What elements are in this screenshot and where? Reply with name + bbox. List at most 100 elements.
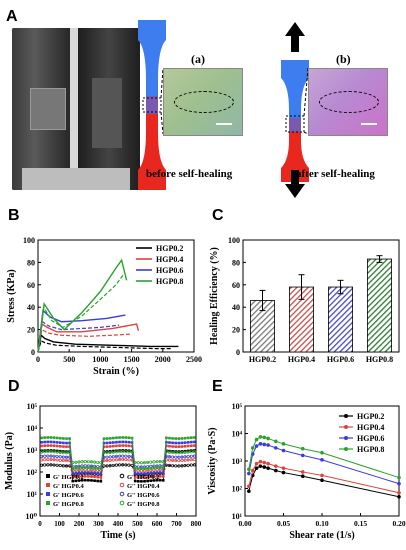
- data-point: [49, 440, 53, 444]
- legend-label: G' HGP0.2: [53, 474, 84, 481]
- data-point: [177, 437, 181, 440]
- caption-before: before self-healing: [146, 168, 233, 180]
- y-tick-label: 10⁵: [27, 402, 38, 411]
- data-point: [266, 436, 270, 441]
- x-tick-label: 800: [191, 520, 202, 528]
- data-point: [250, 446, 255, 450]
- data-point: [152, 479, 156, 482]
- data-point: [161, 475, 165, 478]
- y-tick-label: 10⁴: [27, 424, 38, 433]
- data-point: [90, 475, 93, 478]
- data-point: [136, 467, 140, 470]
- panel-label-c: C: [212, 207, 224, 224]
- data-point: [143, 472, 146, 475]
- data-point: [192, 450, 196, 454]
- data-point: [193, 436, 196, 439]
- data-point: [58, 450, 62, 454]
- data-point: [80, 466, 84, 469]
- data-point: [62, 437, 65, 440]
- data-point: [99, 479, 103, 483]
- data-point: [127, 436, 131, 440]
- data-point: [262, 465, 267, 469]
- data-point: [55, 458, 59, 462]
- data-point: [171, 464, 175, 468]
- data-point: [124, 444, 128, 447]
- data-point: [177, 455, 181, 459]
- data-point: [266, 461, 270, 466]
- data-point: [55, 450, 59, 454]
- data-point: [74, 479, 78, 483]
- data-point: [174, 455, 178, 459]
- legend-label: G'' HGP0.4: [127, 483, 160, 490]
- panel-label-a: A: [6, 8, 18, 25]
- y-tick-label: 10²: [27, 468, 38, 477]
- data-point: [58, 458, 62, 462]
- legend-marker: [119, 482, 125, 488]
- data-point: [300, 453, 305, 458]
- data-point: [87, 478, 90, 482]
- data-point: [115, 440, 118, 444]
- legend-label: HGP0.6: [357, 434, 384, 443]
- data-point: [64, 464, 69, 468]
- data-point: [168, 436, 171, 440]
- data-point: [136, 479, 140, 483]
- data-point: [49, 463, 53, 467]
- data-point: [40, 450, 44, 454]
- label-a: (a): [191, 52, 205, 66]
- data-point: [93, 466, 96, 470]
- x-tick-label: 700: [171, 520, 182, 528]
- y-axis-label: Healing Efficiency (%): [209, 247, 220, 345]
- data-point: [397, 494, 401, 499]
- x-tick-label: HGP0.6: [327, 355, 354, 364]
- x-tick-label: 500: [132, 520, 143, 528]
- x-tick-label: 300: [93, 520, 104, 528]
- data-point: [124, 436, 128, 439]
- data-point: [143, 479, 146, 483]
- data-point: [171, 441, 174, 445]
- data-point: [105, 441, 109, 445]
- data-point: [52, 444, 56, 448]
- y-tick-label: 10⁴: [232, 430, 243, 439]
- data-point: [71, 472, 75, 475]
- data-point: [99, 461, 103, 465]
- data-point: [105, 451, 109, 455]
- data-point: [65, 445, 68, 449]
- data-point: [258, 459, 263, 464]
- data-point: [155, 460, 159, 464]
- data-point: [121, 440, 124, 444]
- y-tick-label: 20: [27, 326, 35, 335]
- legend-label: G'' HGP0.6: [127, 492, 160, 499]
- data-point: [190, 436, 193, 439]
- data-point: [43, 463, 47, 467]
- data-point: [149, 479, 153, 483]
- data-point: [46, 457, 50, 462]
- data-point: [397, 481, 401, 486]
- data-point: [74, 466, 78, 470]
- x-tick-label: HGP0.4: [288, 355, 315, 364]
- data-point: [274, 439, 278, 444]
- data-point: [124, 454, 128, 458]
- data-point: [140, 472, 143, 475]
- data-point: [96, 471, 100, 475]
- data-point: [43, 436, 46, 439]
- data-point: [127, 454, 131, 458]
- legend-label: HGP0.8: [357, 445, 384, 454]
- data-point: [74, 460, 78, 464]
- data-point: [46, 440, 50, 444]
- data-point: [174, 441, 178, 445]
- data-point: [247, 489, 251, 493]
- data-point: [186, 436, 190, 440]
- data-point: [186, 444, 190, 448]
- data-point: [180, 455, 184, 459]
- data-point: [149, 471, 153, 475]
- bar: [367, 258, 392, 353]
- data-point: [68, 441, 71, 445]
- data-point: [180, 458, 184, 463]
- data-point: [105, 437, 109, 440]
- data-point: [112, 436, 115, 440]
- x-tick-label: 1000: [92, 355, 108, 364]
- data-point: [96, 479, 100, 483]
- data-point: [247, 471, 251, 476]
- data-point: [168, 444, 171, 448]
- data-point: [155, 471, 159, 474]
